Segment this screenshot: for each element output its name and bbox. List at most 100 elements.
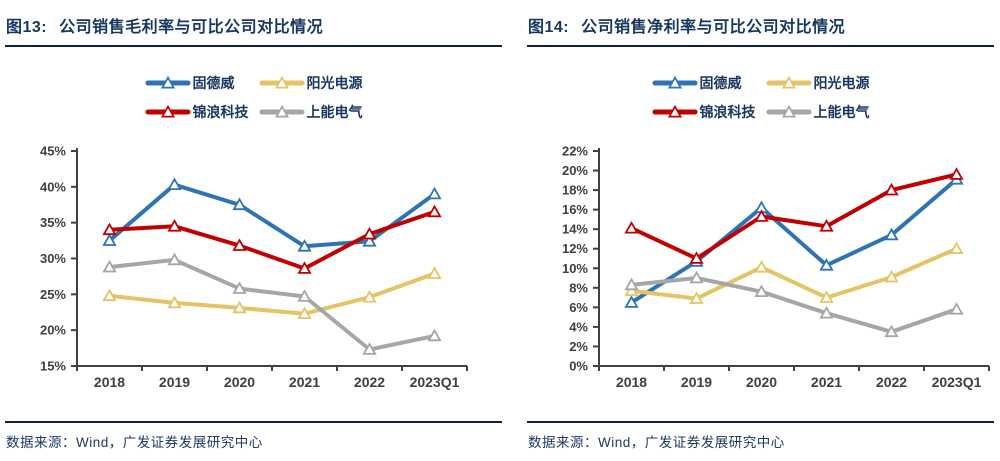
legend-label: 固德威: [699, 75, 742, 91]
series-line-1: [629, 246, 959, 301]
data-point-marker: [362, 289, 377, 303]
y-tick-label: 14%: [562, 222, 588, 237]
x-tick-label: 2023Q1: [410, 374, 460, 390]
data-point-marker: [427, 266, 442, 279]
series-line-0: [629, 177, 959, 305]
series-line-1: [107, 271, 437, 316]
data-point-marker: [689, 291, 704, 304]
x-tick-label: 2023Q1: [932, 374, 982, 390]
legend-item: 锦浪科技: [145, 102, 249, 122]
series-line-3: [107, 257, 437, 352]
data-point-marker: [884, 227, 899, 241]
data-point-marker: [102, 222, 117, 236]
legend-marker-icon: [652, 76, 697, 89]
x-tick-label: 2022: [876, 374, 907, 390]
data-point-marker: [362, 234, 377, 247]
y-tick-label: 12%: [562, 241, 588, 256]
data-point-marker: [362, 226, 377, 240]
data-point-marker: [427, 328, 442, 342]
legend-marker-icon: [145, 105, 190, 118]
y-tick-label: 18%: [562, 183, 588, 198]
legend-marker-icon: [652, 105, 697, 118]
chart-panel-gross-margin: 图13: 公司销售毛利率与可比公司对比情况 固德威 阳光电源 锦浪科技 上能电气 15%…: [5, 6, 502, 451]
data-point-marker: [754, 284, 769, 297]
data-point-marker: [427, 204, 442, 218]
legend-marker-icon: [259, 76, 304, 89]
x-tick-label: 2019: [159, 374, 190, 390]
y-tick-label: 30%: [40, 251, 66, 266]
data-point-marker: [102, 233, 117, 246]
data-point-marker: [297, 306, 312, 319]
x-tick-label: 2020: [746, 374, 777, 390]
data-point-marker: [949, 167, 964, 180]
data-point-marker: [624, 295, 639, 308]
data-source: 数据来源：Wind，广发证券发展研究中心: [527, 421, 994, 451]
data-point-marker: [624, 283, 639, 297]
y-tick-label: 22%: [562, 144, 588, 159]
data-point-marker: [819, 258, 834, 271]
legend-label: 固德威: [192, 75, 235, 91]
data-point-marker: [754, 260, 769, 273]
data-point-marker: [232, 281, 247, 294]
data-point-marker: [232, 300, 247, 314]
data-point-marker: [819, 290, 834, 303]
data-source-text: 数据来源：Wind，广发证券发展研究中心: [528, 435, 785, 450]
series-line-0: [107, 182, 437, 249]
x-tick-label: 2022: [354, 374, 385, 390]
data-point-marker: [232, 238, 247, 251]
chart-title-text: 公司销售净利率与可比公司对比情况: [581, 19, 846, 36]
legend-label: 上能电气: [813, 104, 870, 120]
legend-label: 上能电气: [306, 104, 363, 120]
data-point-marker: [167, 295, 182, 309]
chart-title: 图14: 公司销售净利率与可比公司对比情况: [527, 6, 994, 47]
data-point-marker: [949, 302, 964, 315]
series-line-2: [107, 209, 437, 271]
data-point-marker: [624, 277, 639, 291]
legend: 固德威 阳光电源 锦浪科技 上能电气: [5, 73, 502, 122]
legend-item: 上能电气: [766, 102, 870, 122]
chart-title-prefix: 图14:: [528, 19, 570, 36]
data-point-marker: [362, 342, 377, 355]
data-point-marker: [167, 177, 182, 190]
y-tick-label: 16%: [562, 202, 588, 217]
gross-margin-line-chart: 15% 20% 25% 30% 35% 40% 45% 2018 2019 2020 2021 202…: [40, 144, 468, 390]
legend-label: 锦浪科技: [699, 104, 756, 120]
y-tick-label: 40%: [40, 179, 66, 194]
legend-item: 阳光电源: [766, 73, 870, 93]
data-point-marker: [819, 305, 834, 319]
chart-title: 图13: 公司销售毛利率与可比公司对比情况: [5, 6, 502, 47]
chart-title-text: 公司销售毛利率与可比公司对比情况: [59, 19, 324, 36]
y-tick-label: 6%: [569, 300, 588, 315]
series-line-2: [629, 172, 959, 261]
legend-item: 阳光电源: [259, 73, 363, 93]
legend-item: 锦浪科技: [652, 102, 756, 122]
data-point-marker: [297, 289, 312, 302]
data-point-marker: [689, 270, 704, 284]
x-tick-label: 2018: [94, 374, 125, 390]
data-point-marker: [232, 197, 247, 211]
chart-panel-net-margin: 图14: 公司销售净利率与可比公司对比情况 固德威 阳光电源 锦浪科技 上能电气 0% 2…: [527, 6, 994, 451]
legend-marker-icon: [145, 76, 190, 89]
data-source: 数据来源：Wind，广发证券发展研究中心: [5, 421, 502, 451]
y-tick-label: 35%: [40, 215, 66, 230]
data-point-marker: [167, 252, 182, 266]
y-tick-label: 0%: [569, 359, 588, 374]
y-tick-label: 20%: [562, 163, 588, 178]
x-tick-label: 2020: [224, 374, 255, 390]
x-tick-label: 2019: [681, 374, 712, 390]
y-tick-label: 2%: [569, 339, 588, 354]
data-point-marker: [884, 324, 899, 338]
y-tick-label: 25%: [40, 287, 66, 302]
y-tick-label: 20%: [40, 323, 66, 338]
legend: 固德威 阳光电源 锦浪科技 上能电气: [527, 73, 994, 122]
y-tick-label: 15%: [40, 359, 66, 374]
legend-label: 锦浪科技: [192, 104, 249, 120]
data-point-marker: [624, 220, 639, 234]
data-point-marker: [102, 259, 117, 273]
data-point-marker: [884, 269, 899, 283]
legend-marker-icon: [766, 76, 811, 89]
legend-item: 固德威: [145, 73, 249, 93]
y-tick-label: 10%: [562, 261, 588, 276]
data-point-marker: [297, 239, 312, 252]
